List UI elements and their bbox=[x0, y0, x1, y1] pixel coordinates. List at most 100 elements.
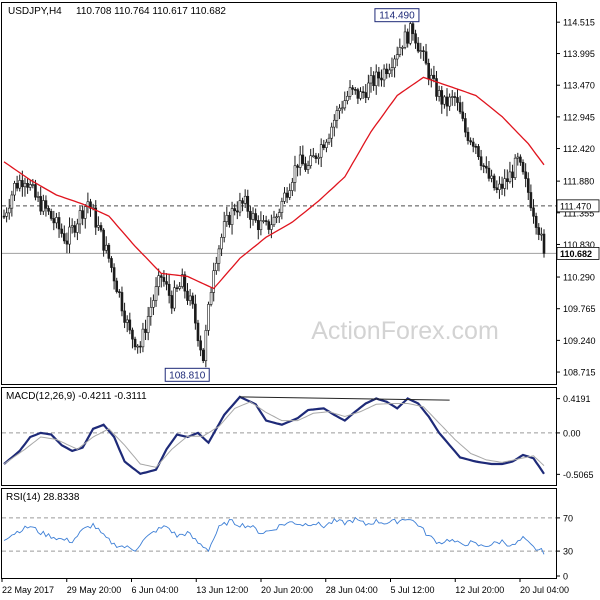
candle-body bbox=[76, 223, 79, 233]
candle-body bbox=[47, 208, 50, 212]
candle-body bbox=[526, 178, 530, 193]
rsi-tick-label: 70 bbox=[563, 513, 573, 523]
candle-body bbox=[506, 178, 509, 182]
candle-body bbox=[125, 319, 129, 323]
candle-body bbox=[453, 96, 457, 98]
candle-body bbox=[123, 310, 126, 323]
candle-body bbox=[312, 155, 315, 158]
level-price-label: 111.470 bbox=[560, 201, 591, 211]
price-gridlines bbox=[2, 205, 556, 254]
candle-body bbox=[81, 210, 84, 219]
candle-body bbox=[254, 213, 257, 221]
candle-body bbox=[154, 286, 158, 301]
candle-body bbox=[529, 192, 533, 209]
candle-body bbox=[359, 91, 362, 99]
candle-body bbox=[519, 156, 522, 163]
candle-body bbox=[186, 290, 189, 301]
candle-body bbox=[188, 295, 192, 301]
candle-body bbox=[432, 74, 436, 79]
candle-body bbox=[448, 96, 451, 107]
candle-body bbox=[377, 71, 381, 79]
candle-body bbox=[246, 195, 250, 212]
candle-body bbox=[275, 216, 278, 219]
candle-body bbox=[270, 224, 273, 230]
candle-body bbox=[416, 42, 420, 52]
candle-body bbox=[57, 217, 61, 230]
candle-body bbox=[180, 274, 184, 287]
x-tick-label: 29 May 20:00 bbox=[67, 585, 122, 595]
candle-body bbox=[60, 228, 63, 234]
candle-body bbox=[94, 207, 98, 228]
candle-body bbox=[215, 262, 218, 271]
price-tick-label: 109.765 bbox=[563, 304, 596, 314]
candle-body bbox=[44, 200, 48, 209]
candle-body bbox=[296, 165, 299, 168]
candle-body bbox=[230, 208, 234, 225]
candle-body bbox=[128, 319, 132, 331]
chart-ohlc: 110.708 110.764 110.617 110.682 bbox=[76, 6, 226, 17]
candle-body bbox=[238, 200, 242, 213]
candle-body bbox=[338, 107, 341, 111]
macd-panel bbox=[1, 387, 557, 486]
candle-body bbox=[13, 182, 16, 196]
candle-body bbox=[330, 126, 333, 139]
candle-body bbox=[482, 165, 486, 167]
candle-body bbox=[194, 303, 197, 324]
x-axis-labels: 22 May 2017 29 May 20:00 6 Jun 04:00 13 Jun… bbox=[1, 578, 569, 595]
x-tick-label: 22 May 2017 bbox=[2, 585, 54, 595]
candle-body bbox=[207, 304, 210, 331]
low-annotation-box bbox=[164, 367, 210, 382]
rsi-title: RSI(14) 28.8338 bbox=[6, 492, 80, 503]
candle-body bbox=[70, 225, 74, 228]
candle-body bbox=[68, 226, 71, 245]
price-tick-label: 108.715 bbox=[563, 368, 596, 378]
candle-body bbox=[78, 210, 82, 225]
candle-body bbox=[73, 225, 77, 233]
candle-body bbox=[372, 75, 375, 87]
candle-body bbox=[209, 292, 213, 305]
candle-body bbox=[10, 194, 14, 209]
macd-tick-label: 0.4191 bbox=[563, 394, 591, 404]
candle-body bbox=[458, 102, 462, 113]
candle-body bbox=[471, 141, 475, 147]
candle-body bbox=[175, 287, 179, 290]
candle-body bbox=[31, 184, 35, 186]
candle-body bbox=[317, 156, 320, 159]
candle-body bbox=[110, 258, 113, 268]
candle-body bbox=[495, 187, 499, 190]
candle-body bbox=[440, 90, 444, 105]
candle-body bbox=[173, 287, 176, 309]
candle-body bbox=[251, 213, 255, 220]
candle-body bbox=[83, 206, 87, 219]
candle-body bbox=[146, 316, 150, 333]
candle-body bbox=[450, 96, 454, 98]
candle-body bbox=[401, 47, 404, 49]
candle-body bbox=[228, 215, 231, 225]
candle-body bbox=[385, 68, 389, 75]
candle-body bbox=[165, 281, 168, 285]
candle-body bbox=[332, 119, 336, 128]
candle-body bbox=[15, 182, 19, 189]
candle-body bbox=[222, 221, 226, 238]
candle-body bbox=[429, 74, 433, 80]
candle-body bbox=[62, 233, 66, 242]
macd-title: MACD(12,26,9) -0.4211 -0.3111 bbox=[6, 391, 147, 402]
rsi-tick-label: 0 bbox=[563, 572, 568, 582]
candle-body bbox=[52, 218, 56, 224]
candle-body bbox=[144, 328, 147, 333]
candle-body bbox=[225, 215, 229, 222]
candle-body bbox=[285, 192, 289, 198]
candle-body bbox=[201, 349, 205, 362]
candle-body bbox=[382, 68, 386, 81]
candle-body bbox=[5, 212, 8, 217]
price-tick-label: 111.880 bbox=[563, 177, 594, 187]
candle-body bbox=[102, 229, 105, 251]
candle-body bbox=[243, 195, 247, 204]
candle-body bbox=[42, 200, 45, 212]
candle-body bbox=[479, 156, 483, 166]
candle-body bbox=[149, 306, 153, 317]
macd-trendline bbox=[239, 396, 450, 401]
macd-layer bbox=[2, 395, 556, 476]
candle-body bbox=[204, 330, 208, 362]
